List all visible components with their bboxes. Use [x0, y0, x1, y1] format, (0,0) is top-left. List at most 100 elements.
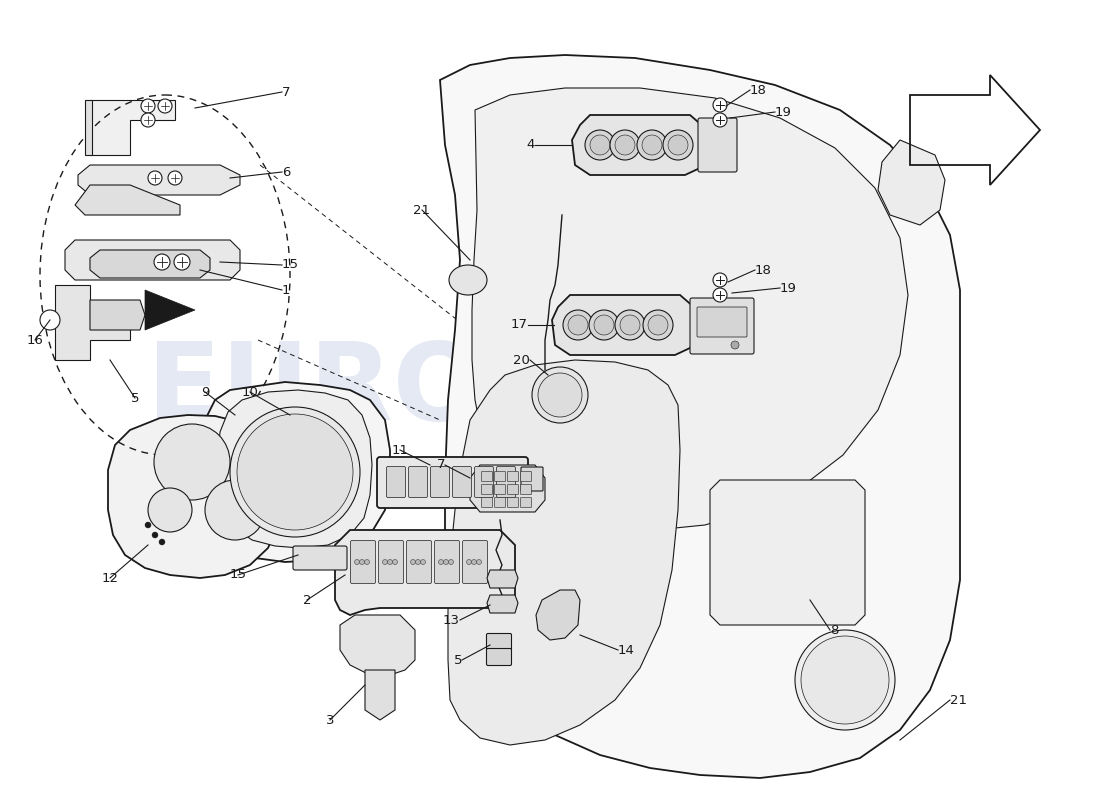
Polygon shape: [487, 570, 518, 588]
FancyBboxPatch shape: [474, 466, 494, 498]
Circle shape: [230, 407, 360, 537]
Circle shape: [615, 135, 635, 155]
Polygon shape: [200, 382, 390, 562]
FancyBboxPatch shape: [452, 466, 472, 498]
Circle shape: [439, 559, 443, 565]
Circle shape: [532, 367, 588, 423]
Circle shape: [420, 559, 426, 565]
Circle shape: [168, 171, 182, 185]
FancyBboxPatch shape: [408, 466, 428, 498]
Text: 18: 18: [750, 83, 767, 97]
Polygon shape: [65, 240, 240, 280]
Text: 5: 5: [453, 654, 462, 666]
FancyBboxPatch shape: [482, 485, 493, 494]
Circle shape: [360, 559, 364, 565]
Polygon shape: [536, 590, 580, 640]
Polygon shape: [336, 530, 515, 615]
Circle shape: [713, 273, 727, 287]
Text: 17: 17: [512, 318, 528, 331]
Text: 3: 3: [326, 714, 334, 726]
FancyBboxPatch shape: [698, 118, 737, 172]
Circle shape: [141, 113, 155, 127]
Polygon shape: [552, 295, 698, 355]
Circle shape: [158, 99, 172, 113]
Circle shape: [160, 539, 165, 545]
Text: 9: 9: [201, 386, 209, 398]
Circle shape: [668, 135, 688, 155]
FancyBboxPatch shape: [378, 541, 404, 583]
Ellipse shape: [449, 265, 487, 295]
Polygon shape: [440, 55, 960, 778]
Circle shape: [620, 315, 640, 335]
Circle shape: [795, 630, 895, 730]
Text: 14: 14: [618, 643, 635, 657]
Circle shape: [713, 113, 727, 127]
Circle shape: [648, 315, 668, 335]
Polygon shape: [710, 480, 865, 625]
Polygon shape: [55, 285, 130, 360]
Polygon shape: [470, 465, 544, 512]
FancyBboxPatch shape: [507, 485, 518, 494]
Circle shape: [383, 559, 387, 565]
Text: a passion for parts since 1982: a passion for parts since 1982: [277, 473, 823, 507]
Circle shape: [364, 559, 370, 565]
Circle shape: [152, 532, 158, 538]
Text: 5: 5: [131, 391, 140, 405]
Circle shape: [154, 424, 230, 500]
Polygon shape: [90, 300, 145, 330]
FancyBboxPatch shape: [507, 498, 518, 507]
Text: 7: 7: [437, 458, 446, 471]
FancyBboxPatch shape: [486, 649, 512, 666]
Polygon shape: [878, 140, 945, 225]
Text: 6: 6: [282, 166, 290, 178]
FancyBboxPatch shape: [495, 471, 506, 482]
Circle shape: [141, 99, 155, 113]
Polygon shape: [108, 415, 280, 578]
Text: 7: 7: [282, 86, 290, 98]
Polygon shape: [448, 360, 680, 745]
FancyBboxPatch shape: [520, 485, 531, 494]
FancyBboxPatch shape: [482, 471, 493, 482]
Circle shape: [205, 480, 265, 540]
Text: 21: 21: [414, 203, 430, 217]
Circle shape: [588, 310, 619, 340]
FancyBboxPatch shape: [486, 634, 512, 650]
Circle shape: [568, 315, 588, 335]
FancyBboxPatch shape: [690, 298, 754, 354]
Polygon shape: [218, 390, 372, 548]
Text: 4: 4: [527, 138, 535, 151]
Circle shape: [644, 310, 673, 340]
Polygon shape: [90, 250, 210, 278]
Polygon shape: [572, 115, 708, 175]
FancyBboxPatch shape: [495, 498, 506, 507]
Circle shape: [642, 135, 662, 155]
Text: 11: 11: [392, 443, 408, 457]
Circle shape: [236, 414, 353, 530]
Polygon shape: [145, 290, 195, 330]
Text: 15: 15: [230, 569, 246, 582]
Text: 13: 13: [443, 614, 460, 626]
FancyBboxPatch shape: [495, 485, 506, 494]
Circle shape: [466, 559, 472, 565]
Circle shape: [174, 254, 190, 270]
FancyBboxPatch shape: [520, 498, 531, 507]
Text: 19: 19: [776, 106, 792, 118]
Circle shape: [594, 315, 614, 335]
FancyBboxPatch shape: [462, 541, 487, 583]
FancyBboxPatch shape: [293, 546, 346, 570]
Circle shape: [145, 522, 151, 528]
Circle shape: [610, 130, 640, 160]
Polygon shape: [487, 595, 518, 613]
Circle shape: [538, 373, 582, 417]
Circle shape: [148, 488, 192, 532]
Circle shape: [476, 559, 482, 565]
Text: 2: 2: [302, 594, 311, 606]
Text: EUROSPARES: EUROSPARES: [147, 337, 953, 443]
Circle shape: [40, 310, 60, 330]
Circle shape: [663, 130, 693, 160]
FancyBboxPatch shape: [521, 467, 543, 491]
FancyBboxPatch shape: [507, 471, 518, 482]
FancyBboxPatch shape: [482, 498, 493, 507]
Text: 19: 19: [780, 282, 796, 294]
Circle shape: [410, 559, 416, 565]
